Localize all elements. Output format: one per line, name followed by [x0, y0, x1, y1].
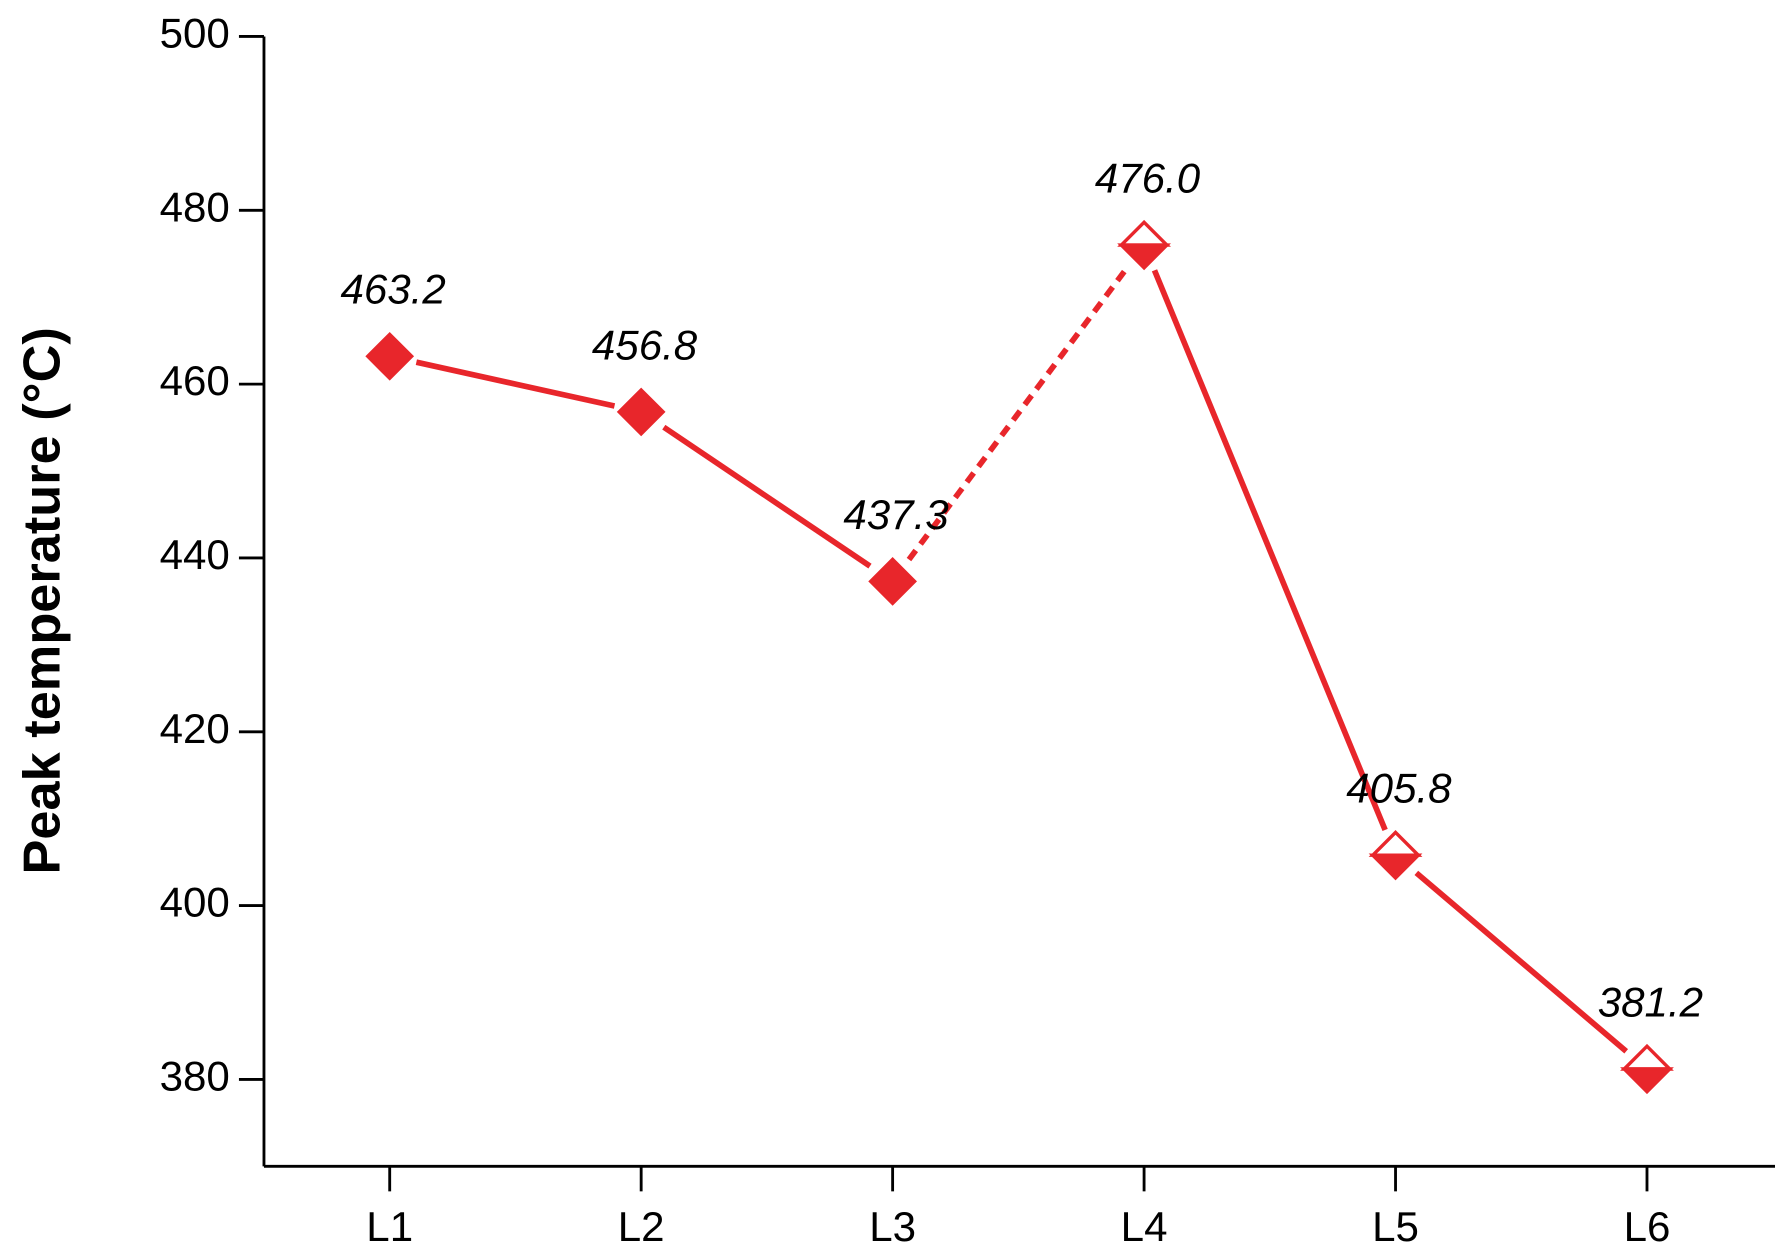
x-tick-label: L2 — [618, 1203, 665, 1250]
value-label: 476.0 — [1095, 154, 1201, 201]
value-label: 456.8 — [592, 321, 698, 368]
y-tick-label: 500 — [160, 10, 230, 57]
x-tick-label: L3 — [869, 1203, 916, 1250]
y-tick-label: 420 — [160, 705, 230, 752]
marker-shape — [616, 387, 666, 437]
line-segment — [906, 265, 1131, 562]
y-tick-label: 400 — [160, 879, 230, 926]
marker-bottom — [1620, 1067, 1674, 1095]
marker — [616, 387, 666, 437]
marker — [1620, 1043, 1674, 1095]
value-label: 381.2 — [1598, 978, 1703, 1025]
y-axis-title: Peak temperature (°C) — [13, 327, 71, 874]
y-tick-label: 480 — [160, 183, 230, 230]
marker-top — [1368, 830, 1423, 857]
x-tick-label: L5 — [1372, 1203, 1419, 1250]
marker — [868, 557, 917, 606]
marker-bottom — [1117, 243, 1171, 271]
line-segment — [662, 424, 872, 569]
x-tick-label: L4 — [1121, 1203, 1168, 1250]
marker-shape — [365, 331, 415, 381]
marker-bottom — [1368, 853, 1423, 881]
marker — [1368, 830, 1423, 881]
y-tick-label: 440 — [160, 531, 230, 578]
y-tick-label: 460 — [160, 357, 230, 404]
value-label: 437.3 — [843, 491, 949, 538]
x-tick-label: L1 — [366, 1203, 413, 1250]
line-segment — [1414, 870, 1629, 1054]
marker — [1117, 219, 1171, 271]
y-tick-label: 380 — [160, 1053, 230, 1100]
value-label: 463.2 — [340, 266, 445, 313]
value-label: 405.8 — [1346, 765, 1452, 812]
marker-top — [1117, 219, 1171, 247]
marker-shape — [868, 557, 917, 606]
x-tick-label: L6 — [1624, 1203, 1671, 1250]
line-segment — [415, 359, 616, 409]
marker — [365, 331, 415, 381]
marker-top — [1620, 1043, 1674, 1071]
line-segment — [1151, 269, 1388, 832]
